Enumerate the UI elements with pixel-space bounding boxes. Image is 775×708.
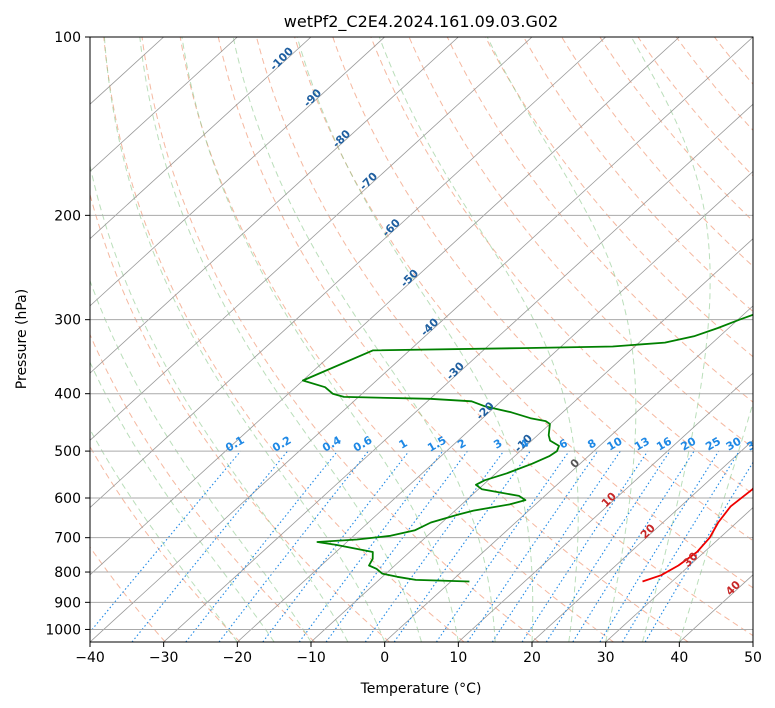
dewpoint-profile-line: [302, 313, 753, 583]
moist-adiabat: [296, 37, 534, 642]
mixing-ratio-label: 36: [744, 434, 764, 453]
moist-adiabat: [139, 37, 422, 642]
isotherm: [458, 372, 753, 642]
x-tick-label: 40: [670, 650, 688, 666]
dry-adiabat: [141, 37, 540, 642]
y-tick-label: 900: [54, 595, 81, 611]
moist-adiabat: [90, 163, 349, 642]
dry-adiabat: [332, 37, 753, 542]
isotherm: [237, 170, 753, 642]
isotherm: [90, 37, 533, 441]
mixing-ratio-line: [131, 450, 289, 642]
mixing-ratio-line: [644, 461, 753, 642]
chart-title: wetPf2_C2E4.2024.161.09.03.G02: [284, 12, 558, 32]
dry-adiabat: [90, 445, 241, 642]
mixing-ratio-line: [467, 450, 599, 642]
y-tick-label: 1000: [45, 622, 81, 638]
y-tick-label: 500: [54, 444, 81, 460]
moist-adiabat: [90, 361, 275, 642]
dry-adiabat: [217, 37, 689, 642]
dry-adiabat: [90, 192, 390, 642]
mixing-ratio-line: [262, 450, 410, 642]
x-tick-label: 20: [523, 650, 541, 666]
x-tick-label: −40: [75, 650, 105, 666]
moist-adiabat: [181, 37, 459, 642]
dry-adiabat: [103, 37, 465, 642]
y-tick-label: 800: [54, 565, 81, 581]
x-tick-label: 30: [597, 650, 615, 666]
x-axis: −40 −30 −20 −10 0 10 20 30 40 50: [75, 642, 762, 666]
moist-adiabat: [630, 37, 711, 642]
sounding-series: [302, 313, 753, 583]
moist-adiabat: [378, 37, 579, 642]
dry-adiabat: [599, 37, 753, 222]
x-tick-label: −30: [149, 650, 179, 666]
dry-adiabat: [561, 37, 753, 267]
dry-adiabat: [179, 37, 614, 642]
x-tick-label: 10: [449, 650, 467, 666]
isotherm: [90, 37, 753, 642]
isotherm: [310, 238, 753, 642]
dry-adiabat: [370, 37, 753, 495]
y-tick-label: 400: [54, 387, 81, 403]
moist-adiabat: [103, 37, 386, 642]
isotherm: [90, 37, 606, 509]
isotherm: [605, 507, 753, 642]
isotherm: [531, 439, 753, 642]
dry-adiabat: [294, 37, 753, 589]
moist-adiabat: [678, 401, 753, 642]
moist-adiabat: [486, 37, 637, 642]
x-tick-label: 50: [744, 650, 762, 666]
mixing-ratio-line: [621, 450, 740, 642]
isotherm: [90, 37, 238, 172]
mixing-ratio-line: [599, 450, 720, 642]
isotherm: [90, 37, 459, 374]
isotherm: [90, 37, 680, 576]
plot-frame: [89, 36, 754, 643]
isotherm: [90, 37, 385, 307]
moist-adiabat: [232, 37, 496, 642]
pressure-grid: [90, 37, 753, 630]
mixing-ratio-line: [90, 450, 242, 633]
mixing-ratio-line: [185, 450, 339, 642]
isotherm: [384, 305, 753, 642]
background-lines: [90, 37, 753, 642]
x-tick-label: 0: [380, 650, 389, 666]
temperature-profile-line: [642, 486, 753, 583]
dry-adiabat: [484, 37, 753, 358]
x-tick-label: −10: [296, 650, 326, 666]
dry-adiabat: [256, 37, 753, 637]
mixing-ratio-line: [545, 450, 671, 642]
isotherm: [90, 37, 312, 240]
y-axis-title: Pressure (hPa): [14, 289, 30, 389]
mixing-ratio-line: [572, 450, 695, 642]
mixing-ratio-line: [218, 450, 369, 642]
y-tick-label: 100: [54, 30, 81, 46]
mixing-ratio-line: [393, 450, 531, 642]
y-tick-label: 600: [54, 491, 81, 507]
isotherm: [163, 103, 753, 642]
x-tick-label: −20: [223, 650, 253, 666]
y-tick-label: 300: [54, 313, 81, 329]
moist-adiabat: [90, 428, 238, 642]
y-tick-label: 200: [54, 208, 81, 224]
y-tick-label: 700: [54, 531, 81, 547]
y-axis: 100 200 300 400 500 600 700 800 900 1000: [45, 30, 90, 638]
dry-adiabat: [408, 37, 753, 449]
x-axis-title: Temperature (°C): [360, 681, 482, 697]
